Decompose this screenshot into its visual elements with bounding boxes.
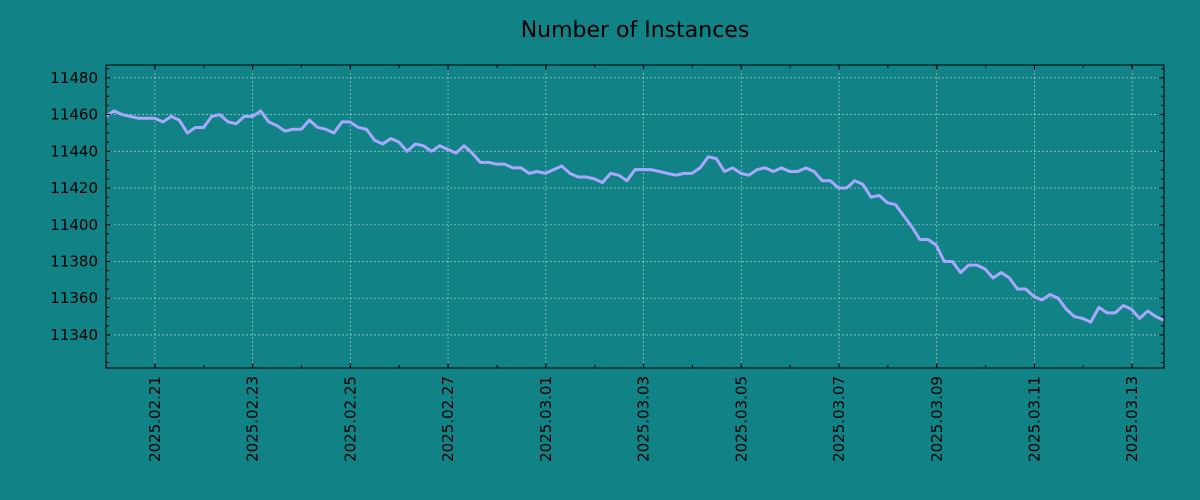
x-tick-label: 2025.03.03 [635, 376, 653, 462]
series-layer [105, 109, 1165, 324]
x-tick-label: 2025.03.01 [537, 376, 555, 462]
x-tick-label: 2025.03.05 [732, 376, 750, 462]
x-tick-label: 2025.02.25 [341, 376, 359, 462]
chart-title: Number of Instances [521, 18, 750, 43]
x-tick-label: 2025.02.27 [439, 376, 457, 462]
x-tick-label: 2025.03.13 [1123, 376, 1141, 462]
x-tick-label: 2025.03.11 [1025, 376, 1043, 462]
y-tick-label: 11480 [50, 69, 98, 87]
x-tick-label: 2025.02.23 [244, 376, 262, 462]
y-tick-label: 11380 [50, 252, 98, 270]
y-tick-label: 11400 [50, 216, 98, 234]
y-tick-label: 11460 [50, 106, 98, 124]
x-axis: 2025.02.21 2025.02.23 2025.02.25 2025.02.27… [105, 65, 1141, 462]
y-tick-label: 11360 [50, 289, 98, 307]
plot-frame [105, 64, 1165, 369]
y-tick-label: 11340 [50, 326, 98, 344]
y-tick-label: 11420 [50, 179, 98, 197]
y-tick-label: 11440 [50, 142, 98, 160]
series-line [105, 109, 1165, 324]
y-axis: 11340 11360 11380 11400 11420 11440 11460 11480 [50, 68, 1164, 363]
x-tick-label: 2025.02.21 [146, 376, 164, 462]
grid [106, 65, 1164, 368]
x-tick-label: 2025.03.07 [830, 376, 848, 462]
x-tick-label: 2025.03.09 [928, 376, 946, 462]
